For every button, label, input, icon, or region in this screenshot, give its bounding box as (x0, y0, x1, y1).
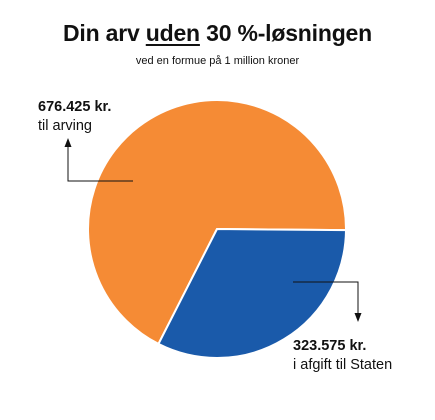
slice-label-heir: 676.425 kr. til arving (38, 98, 111, 136)
slice-caption-state: i afgift til Staten (293, 357, 393, 373)
callout-line-state (293, 281, 359, 313)
callout-arrow-heir (64, 138, 72, 147)
pie-slice-state (157, 228, 347, 359)
pie-slice-heir (87, 99, 348, 345)
callout-line-heir (67, 147, 133, 182)
slice-label-state: 323.575 kr. i afgift til Staten (293, 337, 392, 375)
title-underlined-word: uden (145, 20, 200, 46)
callout-arrow-state (354, 313, 362, 322)
title-post: 30 %-løsningen (199, 20, 372, 46)
slice-value-state: 323.575 kr. (293, 338, 367, 354)
title-pre: Din arv (63, 20, 146, 46)
slice-value-heir: 676.425 kr. (38, 99, 112, 115)
slice-caption-heir: til arving (38, 118, 92, 134)
chart-title: Din arv uden 30 %-løsningen (0, 20, 435, 47)
chart-subtitle: ved en formue på 1 million kroner (135, 55, 300, 67)
